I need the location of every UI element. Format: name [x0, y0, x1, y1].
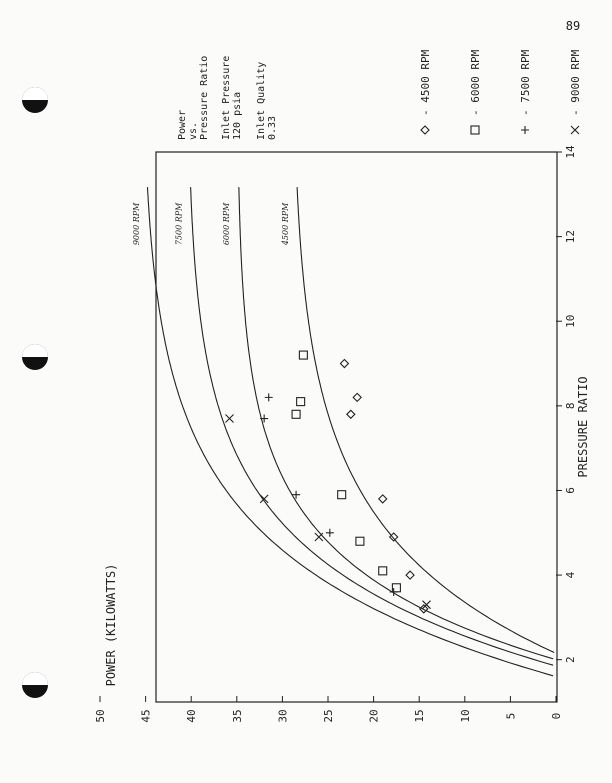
x-tick-label: 8	[564, 403, 577, 410]
y-axis-title: POWER (KILOWATTS)	[104, 564, 118, 687]
y-tick-label: 0	[550, 713, 563, 720]
marker-plus	[260, 414, 269, 423]
punch-hole-bottom	[22, 672, 48, 698]
marker-diamond	[388, 532, 399, 542]
info-line-4: Inlet Pressure	[221, 56, 232, 140]
marker-diamond	[352, 392, 362, 403]
marker-square	[298, 350, 308, 360]
info-line-1: Power	[177, 110, 188, 140]
legend-symbol-cross	[570, 125, 580, 135]
data-markers	[225, 350, 431, 614]
fitted-curves	[146, 187, 555, 677]
y-tick-label: 15	[413, 709, 426, 722]
y-tick-label: 20	[368, 709, 381, 722]
x-tick-label: 2	[564, 656, 577, 663]
curve-labels: 4500 RPM 6000 RPM 7500 RPM 9000 RPM	[132, 202, 290, 246]
legend-symbol-square	[470, 125, 480, 135]
x-axis-title: PRESSURE RATIO	[576, 376, 590, 477]
y-tick-label: 45	[140, 709, 153, 722]
y-tick-label: 30	[276, 709, 289, 722]
marker-plus	[389, 588, 398, 596]
info-line-3: Pressure Ratio	[199, 56, 210, 140]
curve-label: 9000 RPM	[132, 202, 141, 245]
marker-diamond	[377, 494, 388, 504]
curve-9000-rpm	[146, 187, 554, 677]
punch-hole-middle	[22, 344, 48, 370]
legend-label: - 4500 RPM	[419, 49, 432, 116]
page-number: 89	[566, 19, 580, 33]
marker-square	[296, 397, 306, 407]
marker-diamond	[418, 604, 429, 614]
marker-diamond	[405, 570, 415, 580]
legend-symbol-diamond	[420, 125, 430, 135]
marker-square	[291, 409, 301, 419]
marker-square	[337, 490, 347, 500]
marker-plus	[292, 490, 301, 499]
plot-frame	[155, 151, 558, 703]
marker-cross	[225, 414, 234, 423]
y-tick-label: 50	[94, 709, 107, 722]
curve-6000-rpm	[238, 187, 554, 660]
punch-hole-top	[22, 87, 48, 113]
marker-cross	[314, 532, 324, 542]
marker-plus	[325, 528, 334, 537]
x-tick-label: 12	[564, 230, 577, 243]
info-line-2: vs.	[188, 122, 199, 140]
marker-plus	[264, 393, 273, 402]
info-line-7: 0.33	[267, 116, 278, 140]
x-tick-label: 10	[564, 315, 577, 328]
legend: - 4500 RPM - 6000 RPM - 7500 RPM - 9000 RPM	[419, 49, 582, 135]
axis-ticks: 2 4 6 8 10 12 14 0 5 10 15 20 25 30 35 40 45 50	[94, 145, 577, 723]
legend-label: - 9000 RPM	[569, 49, 582, 116]
info-line-6: Inlet Quality	[256, 62, 267, 140]
x-tick-label: 14	[564, 145, 577, 159]
info-line-5: 120 psia	[232, 92, 243, 140]
marker-diamond	[339, 358, 350, 369]
curve-label: 6000 RPM	[222, 202, 231, 245]
y-tick-label: 10	[459, 709, 472, 722]
legend-label: - 6000 RPM	[469, 49, 482, 116]
info-block: Power vs. Pressure Ratio Inlet Pressure …	[177, 56, 278, 140]
y-tick-label: 35	[231, 709, 244, 722]
marker-cross	[422, 600, 431, 610]
marker-diamond	[346, 409, 356, 420]
legend-label: - 7500 RPM	[519, 49, 532, 116]
curve-label: 4500 RPM	[281, 202, 290, 246]
curve-label: 7500 RPM	[174, 202, 183, 245]
marker-cross	[259, 494, 269, 504]
y-tick-label: 5	[504, 713, 517, 720]
y-tick-label: 40	[185, 709, 198, 722]
curve-4500-rpm	[296, 187, 555, 654]
marker-square	[378, 566, 388, 576]
curve-7500-rpm	[190, 187, 554, 666]
x-tick-label: 4	[564, 571, 577, 578]
legend-symbol-plus	[521, 126, 529, 134]
y-tick-label: 25	[322, 709, 335, 722]
x-tick-label: 6	[564, 487, 577, 494]
marker-square	[355, 536, 365, 546]
